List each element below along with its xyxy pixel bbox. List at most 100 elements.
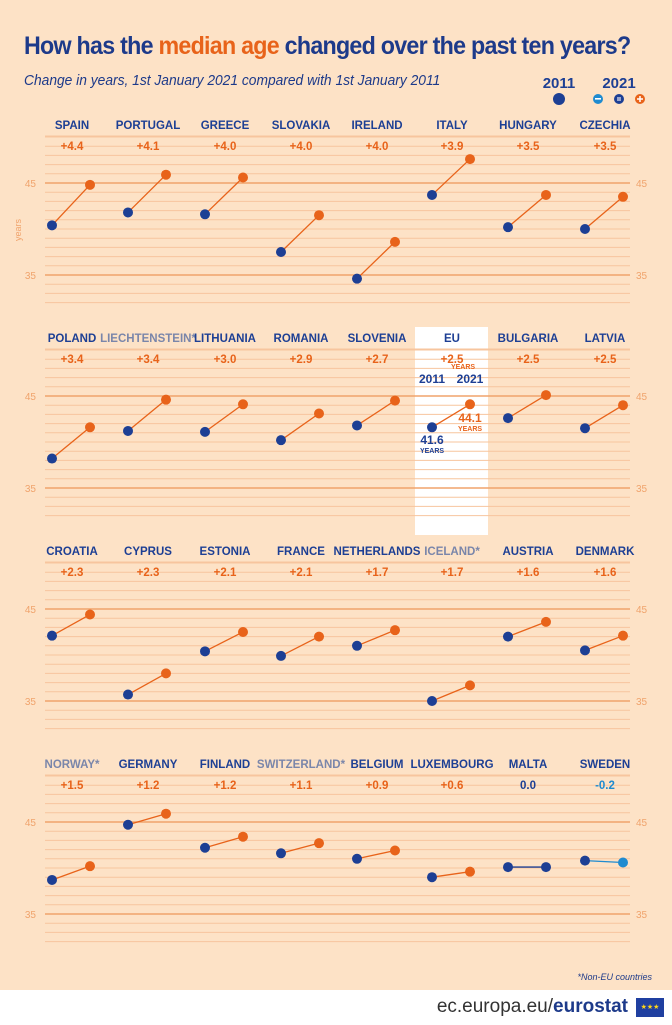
slope-chart: 2011 2021 45 45 35 35 45 45 35 35 45 45 35 35 45 45 35 35… (13, 75, 648, 943)
dot-2011 (580, 855, 590, 866)
dot-2021 (465, 866, 475, 877)
change-label: 0.0 (520, 780, 536, 792)
change-label: +2.5 (594, 354, 617, 366)
dot-2021 (390, 845, 400, 856)
y-tick-label-right: 45 (636, 392, 648, 403)
slope-line (356, 849, 396, 860)
legend-dot-2011-icon (553, 93, 565, 105)
dot-2021 (85, 422, 95, 433)
y-tick-label: 35 (25, 910, 37, 921)
dot-2021 (618, 191, 628, 202)
country-label: DENMARK (576, 546, 635, 558)
country-label: PORTUGAL (116, 120, 181, 132)
change-label: +2.1 (290, 567, 313, 579)
footer: ec.europa.eu/eurostat ★★★ (0, 990, 672, 1025)
dot-2011 (123, 425, 133, 436)
country-label: AUSTRIA (502, 546, 553, 558)
slope-line (507, 394, 547, 419)
dot-2011 (352, 273, 362, 284)
dot-2021 (238, 627, 248, 637)
slope-line (431, 684, 471, 702)
slope-line (584, 404, 624, 429)
dot-2011 (47, 220, 57, 231)
y-tick-label: 35 (25, 484, 37, 495)
change-label: +4.0 (290, 141, 313, 153)
eu-label-2011: 2011 (419, 372, 445, 386)
slope-line (51, 613, 91, 637)
country-label: LITHUANIA (194, 333, 256, 345)
dot-2011 (123, 207, 133, 218)
dot-2011 (427, 696, 437, 706)
y-tick-label: 35 (25, 271, 37, 282)
country-label: HUNGARY (499, 120, 557, 132)
slope-line (51, 865, 91, 881)
dot-2011 (503, 631, 513, 642)
dot-2021 (161, 808, 171, 819)
slope-line (204, 836, 244, 849)
dot-2021 (465, 680, 475, 691)
dot-2011 (503, 862, 513, 873)
slope-line (584, 196, 624, 230)
dot-2011 (503, 222, 513, 233)
change-label: +1.7 (366, 567, 389, 579)
y-tick-label-right: 35 (636, 910, 648, 921)
country-label: CYPRUS (124, 546, 172, 558)
dot-2011 (123, 689, 133, 700)
change-label: +2.3 (137, 567, 160, 579)
dot-2021 (238, 831, 248, 842)
dot-2021 (314, 838, 324, 849)
country-label: SLOVAKIA (272, 120, 331, 132)
y-axis-label: years (13, 219, 23, 242)
change-label: +1.1 (290, 780, 313, 792)
dot-2021 (85, 861, 95, 872)
change-label: +4.4 (61, 141, 84, 153)
change-label: +3.9 (441, 141, 464, 153)
slope-line (204, 631, 244, 652)
dot-2021 (85, 609, 95, 620)
dot-2011 (200, 426, 210, 437)
country-label: MALTA (509, 759, 548, 771)
change-label: +1.6 (517, 567, 540, 579)
y-tick-label-right: 35 (636, 697, 648, 708)
slope-line (51, 426, 91, 460)
change-label: +1.7 (441, 567, 464, 579)
country-label: POLAND (48, 333, 97, 345)
dot-2021 (85, 179, 95, 190)
dot-2011 (276, 848, 286, 859)
slope-line (204, 403, 244, 433)
title-part: How has the (24, 32, 159, 60)
change-label: +1.2 (214, 780, 237, 792)
eu-value-2011: 41.6 (420, 433, 444, 447)
dot-2021 (161, 394, 171, 405)
slope-line (204, 177, 244, 215)
dot-2021 (618, 857, 628, 868)
country-label: BULGARIA (498, 333, 559, 345)
country-label: CZECHIA (579, 120, 630, 132)
dot-2021 (238, 172, 248, 183)
y-tick-label: 45 (25, 392, 37, 403)
dot-2021 (465, 399, 475, 410)
y-tick-label: 45 (25, 818, 37, 829)
country-label: SLOVENIA (348, 333, 407, 345)
chart-title: How has the median age changed over the … (24, 32, 631, 61)
eu-unit-2011: YEARS (420, 448, 444, 455)
change-label: +3.5 (594, 141, 617, 153)
url-prefix: ec.europa.eu/ (436, 996, 554, 1017)
dot-2021 (541, 862, 551, 873)
slope-line (127, 813, 167, 826)
change-label: +4.0 (366, 141, 389, 153)
country-label: EU (444, 333, 460, 345)
slope-line (280, 214, 320, 253)
change-label: +2.9 (290, 354, 313, 366)
dot-2021 (541, 616, 551, 627)
y-tick-label-right: 45 (636, 818, 648, 829)
change-label: +0.9 (366, 780, 389, 792)
country-label: LUXEMBOURG (410, 759, 493, 771)
footer-url[interactable]: ec.europa.eu/eurostat (437, 996, 628, 1018)
dot-2011 (352, 420, 362, 431)
dot-2021 (314, 210, 324, 221)
change-label: +1.5 (61, 780, 84, 792)
eu-change-unit: YEARS (451, 364, 475, 371)
dot-2011 (427, 872, 437, 883)
change-label: +1.2 (137, 780, 160, 792)
